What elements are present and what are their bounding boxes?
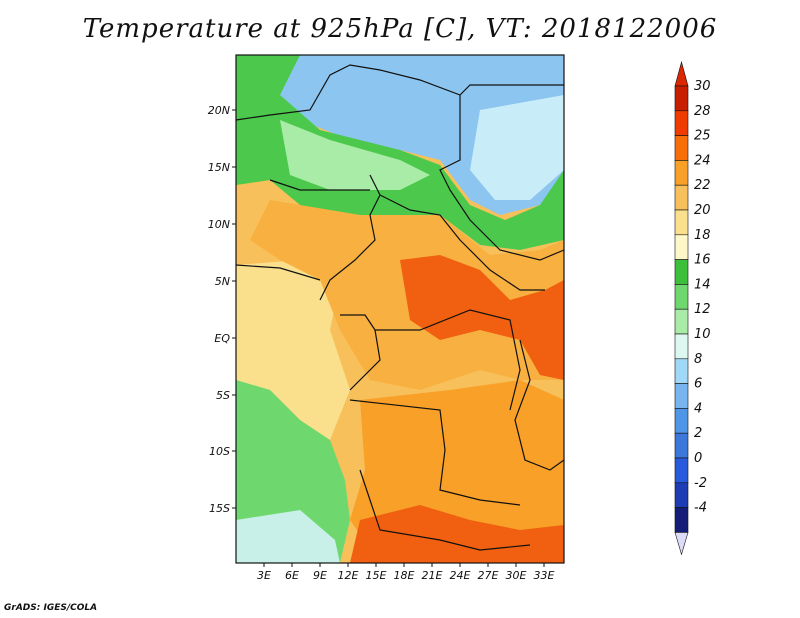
region-hot-core bbox=[400, 255, 564, 380]
colorbar-label: -2 bbox=[694, 476, 707, 491]
lon-label: 3E bbox=[257, 569, 271, 582]
colorbar-bottom-triangle bbox=[674, 532, 689, 556]
colorbar-swatch bbox=[674, 85, 689, 112]
colorbar-label: 12 bbox=[694, 302, 711, 317]
lat-label: EQ bbox=[214, 332, 230, 345]
colorbar-swatch bbox=[674, 284, 689, 310]
lon-label: 24E bbox=[450, 569, 471, 582]
lon-label: 18E bbox=[394, 569, 415, 582]
region-west-coast bbox=[236, 260, 350, 440]
lat-axis: 20N 15N 10N 5N EQ 5S 10S 15S bbox=[208, 104, 236, 515]
colorbar-label: -4 bbox=[694, 501, 707, 516]
region-sahel-green bbox=[236, 55, 564, 250]
lat-label: 5N bbox=[215, 275, 230, 288]
map-frame bbox=[235, 54, 565, 564]
lon-label: 15E bbox=[366, 569, 387, 582]
lat-label: 10N bbox=[208, 218, 230, 231]
colorbar-swatch bbox=[674, 457, 689, 484]
colorbar-swatch bbox=[674, 383, 689, 409]
lat-label: 5S bbox=[216, 389, 230, 402]
colorbar-label: 24 bbox=[694, 153, 711, 168]
colorbar-label: 25 bbox=[694, 129, 711, 144]
colorbar-label: 6 bbox=[694, 377, 702, 392]
colorbar-swatch bbox=[674, 259, 689, 285]
region-namib-light bbox=[236, 510, 340, 563]
colorbar-label: 30 bbox=[694, 79, 711, 94]
colorbar-swatch bbox=[674, 110, 689, 136]
credit-text: GrADS: IGES/COLA bbox=[4, 603, 98, 613]
lon-label: 12E bbox=[338, 569, 359, 582]
colorbar-swatch bbox=[674, 234, 689, 260]
lat-label: 15N bbox=[208, 161, 230, 174]
colorbar-label: 28 bbox=[694, 104, 711, 119]
lon-label: 9E bbox=[313, 569, 327, 582]
colorbar-swatch bbox=[674, 358, 689, 384]
colorbar-swatch bbox=[674, 482, 689, 508]
colorbar-swatch bbox=[674, 507, 689, 533]
colorbar-swatch bbox=[674, 160, 689, 186]
colorbar-label: 0 bbox=[694, 451, 702, 466]
lon-axis: 3E 6E 9E 12E 15E 18E 21E 24E 27E 30E 33E bbox=[257, 563, 555, 582]
colorbar-swatch bbox=[674, 308, 689, 335]
colorbar-label: 18 bbox=[694, 228, 711, 243]
region-sahara-light bbox=[470, 95, 564, 200]
colorbar-swatch bbox=[674, 209, 689, 236]
lon-label: 27E bbox=[478, 569, 499, 582]
region-south-hot bbox=[350, 505, 564, 563]
lon-label: 30E bbox=[506, 569, 527, 582]
temperature-field bbox=[236, 55, 564, 563]
colorbar-swatch bbox=[674, 184, 689, 211]
colorbar-swatch bbox=[674, 408, 689, 434]
lon-label: 33E bbox=[534, 569, 555, 582]
colorbar-swatch bbox=[674, 432, 689, 459]
colorbar-label: 8 bbox=[694, 352, 702, 367]
lat-label: 15S bbox=[209, 502, 230, 515]
lon-label: 6E bbox=[285, 569, 299, 582]
lat-label: 20N bbox=[208, 104, 230, 117]
chart-title: Temperature at 925hPa [C], VT: 201812200… bbox=[82, 14, 718, 44]
colorbar-label: 14 bbox=[694, 277, 711, 292]
colorbar-top-triangle bbox=[674, 60, 689, 87]
colorbar-label: 16 bbox=[694, 253, 711, 268]
colorbar-label: 2 bbox=[694, 426, 702, 441]
colorbar-swatch bbox=[674, 135, 689, 161]
colorbar-label: 10 bbox=[694, 327, 711, 342]
lat-label: 10S bbox=[209, 445, 230, 458]
colorbar-label: 20 bbox=[694, 203, 711, 218]
lon-label: 21E bbox=[422, 569, 443, 582]
region-sahel-light bbox=[280, 120, 430, 190]
country-borders bbox=[235, 64, 565, 551]
colorbar-label: 4 bbox=[694, 401, 702, 416]
colorbar-swatch bbox=[674, 333, 689, 360]
colorbar-label: 22 bbox=[694, 178, 711, 193]
